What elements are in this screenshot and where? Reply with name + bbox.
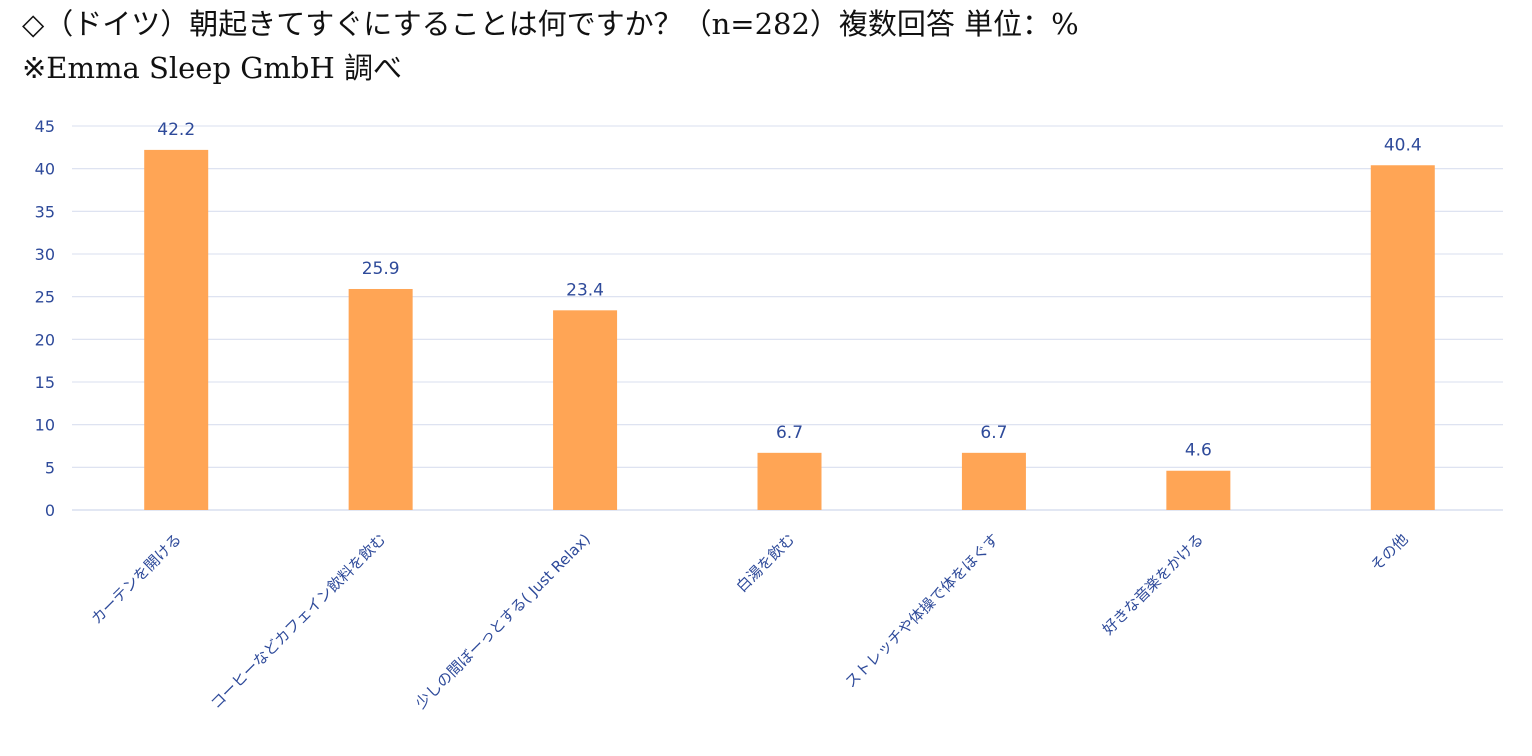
y-tick-label: 30 — [35, 245, 55, 264]
bar — [553, 310, 618, 510]
data-label: 23.4 — [566, 280, 604, 300]
data-label: 25.9 — [362, 259, 400, 279]
y-tick-label: 10 — [35, 416, 55, 435]
x-tick-label: 少しの間ぼーっとする( Just Relax) — [412, 530, 594, 712]
x-tick-label: コーヒーなどカフェイン飲料を飲む — [207, 530, 389, 712]
x-tick-label: その他 — [1367, 530, 1412, 575]
y-tick-label: 0 — [45, 501, 55, 520]
y-tick-label: 5 — [45, 458, 55, 477]
data-label: 4.6 — [1185, 441, 1212, 461]
x-tick-label: カーテンを開ける — [87, 530, 185, 628]
bar — [757, 452, 822, 510]
y-tick-label: 20 — [35, 330, 55, 349]
y-tick-label: 15 — [35, 373, 55, 392]
data-labels: 42.2 25.9 23.4 6.7 6.7 4.6 40.4 — [157, 120, 1421, 461]
bar — [144, 149, 209, 511]
y-axis-ticks: 0 5 10 15 20 25 30 35 40 45 — [35, 117, 55, 520]
x-tick-label: 好きな音楽をかける — [1099, 530, 1207, 638]
y-tick-label: 25 — [35, 288, 55, 307]
x-tick-label: 白湯を飲む — [733, 530, 799, 596]
chart-title: ◇（ドイツ）朝起きてすぐにすることは何ですか？（n=282）複数回答 単位：% — [22, 7, 1079, 41]
data-label: 42.2 — [157, 120, 195, 140]
x-tick-label: ストレッチや体操で体をほぐす — [842, 530, 1003, 691]
bars — [144, 149, 1435, 511]
y-tick-label: 40 — [35, 160, 55, 179]
data-label: 6.7 — [980, 423, 1007, 443]
bar — [1166, 470, 1231, 510]
gridlines — [72, 125, 1503, 511]
x-axis-ticks: カーテンを開ける コーヒーなどカフェイン飲料を飲む 少しの間ぼーっとする( Just… — [87, 530, 1411, 712]
y-tick-label: 35 — [35, 202, 55, 221]
chart-header: ◇（ドイツ）朝起きてすぐにすることは何ですか？（n=282）複数回答 単位：% … — [22, 2, 1079, 90]
data-label: 40.4 — [1384, 135, 1422, 155]
y-tick-label: 45 — [35, 117, 55, 136]
chart-source-note: ※Emma Sleep GmbH 調べ — [22, 51, 402, 85]
bar — [348, 288, 413, 510]
data-label: 6.7 — [776, 423, 803, 443]
bar — [1370, 165, 1435, 510]
bar — [961, 452, 1026, 510]
